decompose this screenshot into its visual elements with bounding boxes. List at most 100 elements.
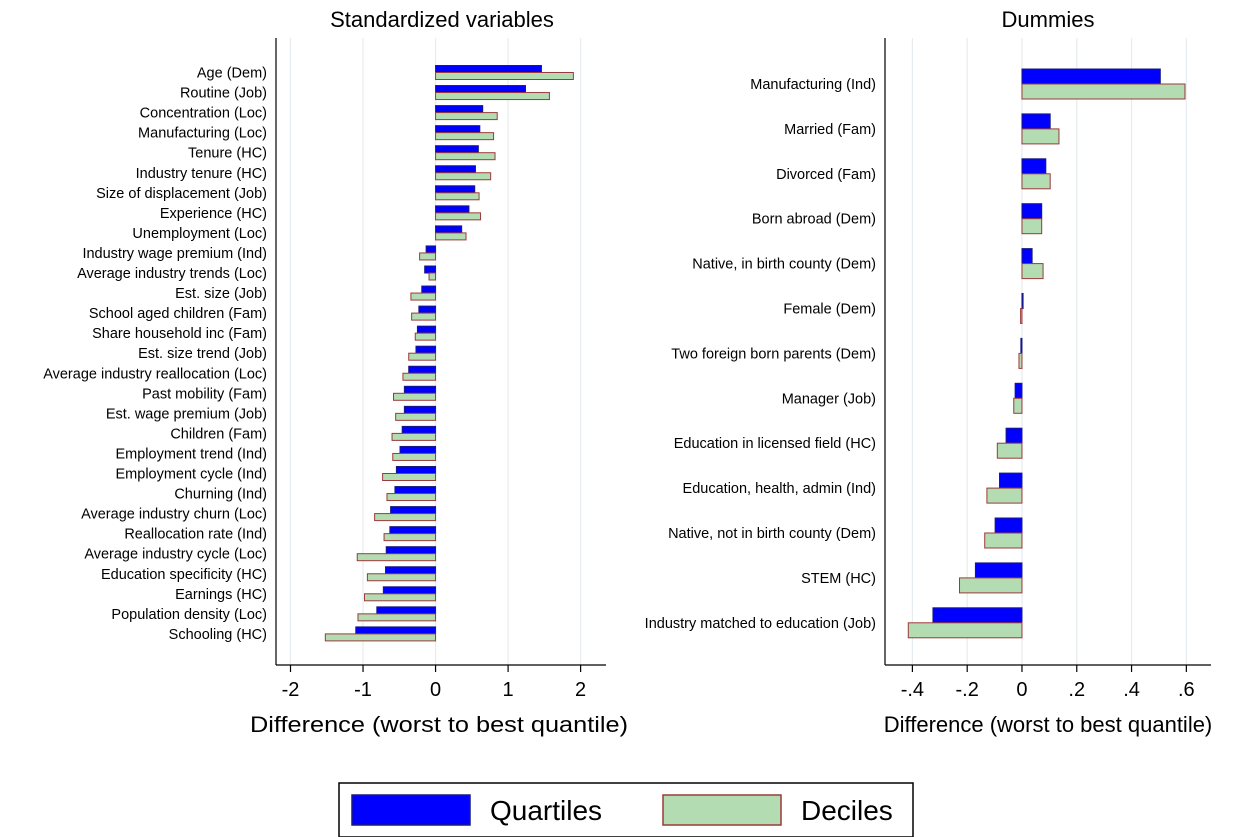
bar-deciles-industry-wage-premium-ind [419,252,437,261]
category-label-manager-job: Manager (Job) [782,391,876,407]
legend-label-quartiles: Quartiles [490,795,602,826]
x-tick-label: .2 [1068,679,1085,701]
bar-deciles-average-industry-churn-loc [374,513,437,522]
bar-quartiles-native-in-birth-county-dem [1021,248,1033,265]
category-label-born-abroad-dem: Born abroad (Dem) [752,212,876,228]
bar-quartiles-education-specificity-hc [385,566,437,575]
bar-quartiles-tenure-hc [435,145,479,154]
bar-quartiles-employment-cycle-ind [395,466,437,474]
category-label-past-mobility-fam: Past mobility (Fam) [142,386,267,402]
bar-quartiles-education-health-admin-ind [999,472,1023,489]
panel-title-standardized: Standardized variables [330,7,554,32]
bar-deciles-industry-tenure-hc [435,172,492,181]
bar-quartiles-manufacturing-ind [1021,68,1161,85]
bar-quartiles-industry-tenure-hc [435,165,476,174]
bar-deciles-stem-hc [959,577,1023,594]
x-tick-label: 1 [503,679,514,701]
category-label-share-household-inc-fam: Share household inc (Fam) [92,326,267,342]
bar-quartiles-born-abroad-dem [1021,203,1043,220]
category-label-manufacturing-ind: Manufacturing (Ind) [750,77,876,93]
bar-quartiles-share-household-inc-fam [416,325,437,334]
category-label-industry-matched-to-education-job: Industry matched to education (Job) [645,616,876,632]
bar-deciles-employment-trend-ind [392,452,437,461]
bar-quartiles-education-in-licensed-field-hc [1005,427,1023,444]
category-label-earnings-hc: Earnings (HC) [175,587,267,603]
bar-quartiles-past-mobility-fam [403,385,437,394]
category-label-population-density-loc: Population density (Loc) [111,607,267,623]
bar-deciles-children-fam [391,432,437,441]
bar-deciles-est-size-trend-job [408,352,437,361]
legend-swatch-deciles [662,794,782,826]
bar-quartiles-native-not-in-birth-county-dem [994,517,1023,534]
category-label-school-aged-children-fam: School aged children (Fam) [89,306,267,322]
category-label-reallocation-rate-ind: Reallocation rate (Ind) [124,527,267,543]
bar-quartiles-stem-hc [974,562,1023,579]
category-labels-standardized: Age (Dem) Routine (Job) Concentration (Loc… [43,66,267,643]
category-label-stem-hc: STEM (HC) [801,571,876,587]
bar-deciles-married-fam [1021,128,1060,145]
bar-deciles-past-mobility-fam [392,392,437,401]
bar-deciles-reallocation-rate-ind [383,533,437,542]
category-label-age-dem: Age (Dem) [197,66,267,82]
bar-deciles-native-not-in-birth-county-dem [984,532,1023,549]
bar-quartiles-routine-job [435,85,526,94]
panel-standardized: Standardized variables Age (Dem) Routine … [43,7,628,737]
bar-deciles-manufacturing-loc [435,132,495,141]
bar-quartiles-average-industry-cycle-loc [385,546,437,555]
bar-deciles-age-dem [435,72,574,80]
bar-deciles-education-specificity-hc [366,573,437,582]
bar-deciles-industry-matched-to-education-job [907,622,1023,639]
category-label-industry-wage-premium-ind: Industry wage premium (Ind) [82,246,267,262]
bar-deciles-churning-ind [386,493,437,502]
bar-deciles-share-household-inc-fam [414,332,437,341]
category-label-average-industry-cycle-loc: Average industry cycle (Loc) [84,547,267,563]
bar-quartiles-est-size-job [421,285,437,294]
bar-deciles-average-industry-reallocation-loc [402,372,437,381]
category-label-est-size-trend-job: Est. size trend (Job) [138,346,267,362]
bar-quartiles-reallocation-rate-ind [389,526,437,535]
bar-deciles-average-industry-trends-loc [428,272,437,281]
bar-deciles-est-wage-premium-job [395,412,437,421]
bar-quartiles-concentration-loc [435,105,484,114]
bar-deciles-born-abroad-dem [1021,218,1043,235]
bar-quartiles-est-size-trend-job [415,345,437,354]
category-label-average-industry-trends-loc: Average industry trends (Loc) [77,266,267,282]
bar-quartiles-unemployment-loc [435,225,463,234]
panel-dummies: Dummies Manufacturing (Ind) Married (Fam)… [645,7,1213,737]
category-label-native-not-in-birth-county-dem: Native, not in birth county (Dem) [668,526,876,542]
bar-deciles-unemployment-loc [435,232,467,241]
category-label-concentration-loc: Concentration (Loc) [140,106,267,122]
category-label-employment-trend-ind: Employment trend (Ind) [115,446,267,462]
bar-quartiles-married-fam [1021,113,1051,130]
category-label-manufacturing-loc: Manufacturing (Loc) [138,126,267,142]
category-label-divorced-fam: Divorced (Fam) [776,167,876,183]
category-label-children-fam: Children (Fam) [170,426,267,442]
bar-deciles-divorced-fam [1021,173,1051,190]
category-label-tenure-hc: Tenure (HC) [188,146,267,162]
bar-quartiles-size-of-displacement-job [435,185,476,194]
bar-deciles-schooling-hc [324,633,437,642]
category-label-education-in-licensed-field-hc: Education in licensed field (HC) [674,436,876,452]
bar-deciles-average-industry-cycle-loc [356,553,437,562]
bar-quartiles-est-wage-premium-job [403,405,437,414]
category-label-native-in-birth-county-dem: Native, in birth county (Dem) [692,257,876,273]
x-ticks-dummies: -.4 -.2 0 .2 .4 .6 [901,665,1195,701]
bar-quartiles-average-industry-churn-loc [390,506,437,515]
category-label-est-wage-premium-job: Est. wage premium (Job) [106,406,267,422]
x-tick-label: .6 [1178,679,1195,701]
bar-deciles-education-in-licensed-field-hc [996,442,1023,459]
bar-quartiles-divorced-fam [1021,158,1047,175]
bar-quartiles-industry-wage-premium-ind [425,245,437,254]
category-labels-dummies: Manufacturing (Ind) Married (Fam) Divorced… [645,77,876,632]
x-tick-label: -.4 [901,679,924,701]
category-label-female-dem: Female (Dem) [783,302,876,318]
bar-deciles-school-aged-children-fam [411,312,437,321]
bar-deciles-employment-cycle-ind [382,473,437,481]
category-label-education-specificity-hc: Education specificity (HC) [101,567,267,583]
bar-quartiles-industry-matched-to-education-job [932,607,1023,624]
category-label-size-of-displacement-job: Size of displacement (Job) [96,186,267,202]
bar-quartiles-age-dem [435,65,542,73]
bar-quartiles-experience-hc [435,205,470,214]
bar-quartiles-employment-trend-ind [399,445,437,454]
bar-deciles-native-in-birth-county-dem [1021,263,1044,280]
